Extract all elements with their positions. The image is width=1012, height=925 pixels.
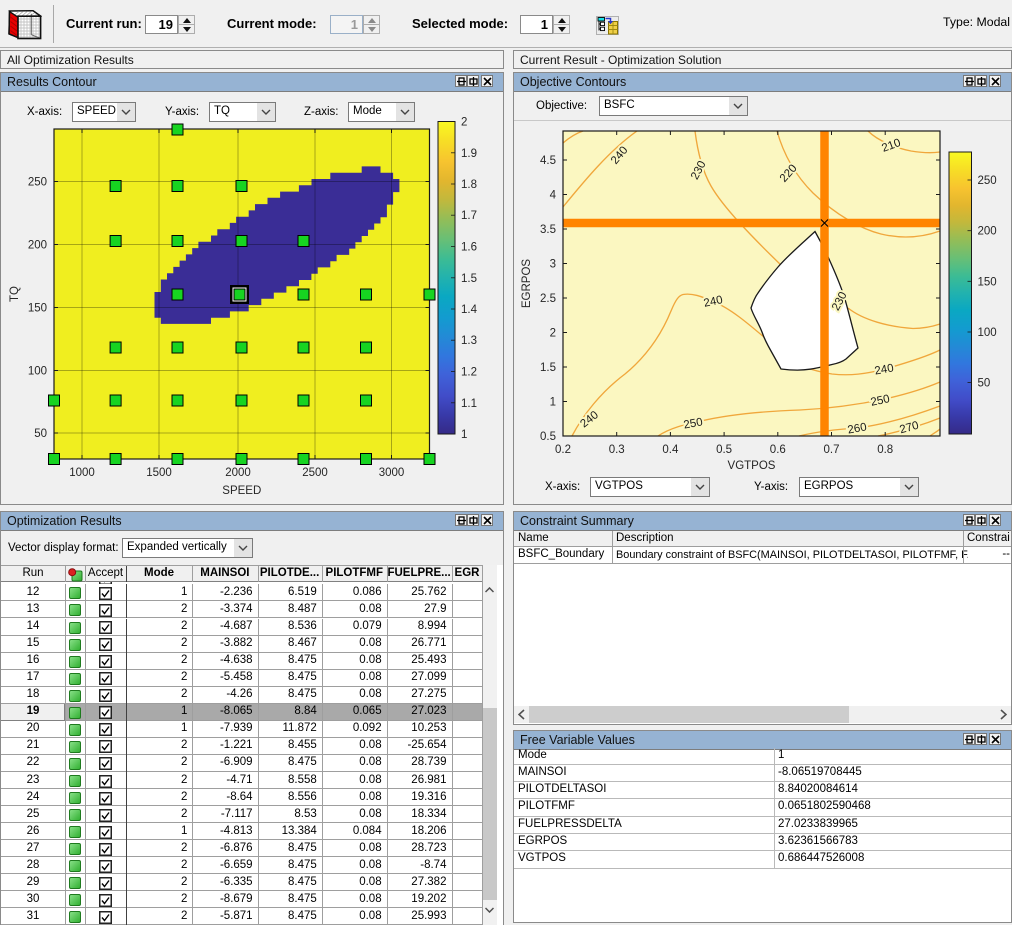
svg-text:SPEED: SPEED bbox=[222, 485, 261, 497]
svg-text:250: 250 bbox=[683, 416, 704, 431]
svg-text:0.5: 0.5 bbox=[540, 431, 556, 443]
svg-text:1.9: 1.9 bbox=[461, 148, 477, 160]
svg-text:1.6: 1.6 bbox=[461, 242, 477, 254]
svg-text:0.6: 0.6 bbox=[770, 444, 786, 456]
svg-text:100: 100 bbox=[28, 366, 47, 378]
svg-text:0.3: 0.3 bbox=[609, 444, 625, 456]
svg-text:1.5: 1.5 bbox=[461, 273, 477, 285]
svg-text:250: 250 bbox=[28, 177, 47, 189]
svg-text:0.5: 0.5 bbox=[716, 444, 732, 456]
svg-text:200: 200 bbox=[978, 226, 997, 238]
svg-text:2500: 2500 bbox=[302, 467, 328, 479]
svg-text:1: 1 bbox=[461, 429, 467, 441]
svg-text:1.1: 1.1 bbox=[461, 398, 477, 410]
svg-text:260: 260 bbox=[847, 421, 868, 436]
svg-text:VGTPOS: VGTPOS bbox=[728, 460, 776, 472]
svg-text:2: 2 bbox=[461, 117, 467, 129]
svg-text:2000: 2000 bbox=[225, 467, 251, 479]
svg-text:1.3: 1.3 bbox=[461, 335, 477, 347]
svg-text:TQ: TQ bbox=[9, 286, 21, 302]
svg-text:2.5: 2.5 bbox=[540, 293, 556, 305]
svg-text:50: 50 bbox=[34, 428, 47, 440]
svg-text:4: 4 bbox=[550, 190, 557, 202]
svg-text:1.2: 1.2 bbox=[461, 367, 477, 379]
svg-text:1000: 1000 bbox=[69, 467, 95, 479]
svg-text:3.5: 3.5 bbox=[540, 224, 556, 236]
svg-text:100: 100 bbox=[978, 327, 997, 339]
svg-text:150: 150 bbox=[28, 303, 47, 315]
svg-text:EGRPOS: EGRPOS bbox=[521, 259, 533, 309]
svg-text:1500: 1500 bbox=[146, 467, 172, 479]
svg-text:1.8: 1.8 bbox=[461, 179, 477, 191]
svg-text:200: 200 bbox=[28, 240, 47, 252]
svg-text:0.4: 0.4 bbox=[662, 444, 679, 456]
svg-text:4.5: 4.5 bbox=[540, 155, 556, 167]
svg-text:3: 3 bbox=[550, 259, 556, 271]
svg-text:240: 240 bbox=[874, 362, 895, 377]
svg-text:1.5: 1.5 bbox=[540, 362, 556, 374]
svg-text:0.8: 0.8 bbox=[877, 444, 893, 456]
svg-text:0.7: 0.7 bbox=[824, 444, 840, 456]
svg-text:250: 250 bbox=[978, 175, 997, 187]
svg-text:3000: 3000 bbox=[379, 467, 405, 479]
svg-text:0.2: 0.2 bbox=[555, 444, 571, 456]
svg-text:2: 2 bbox=[550, 328, 556, 340]
svg-text:1.4: 1.4 bbox=[461, 304, 478, 316]
svg-text:1.7: 1.7 bbox=[461, 210, 477, 222]
svg-text:150: 150 bbox=[978, 276, 997, 288]
svg-text:50: 50 bbox=[978, 378, 991, 390]
svg-text:1: 1 bbox=[550, 397, 556, 409]
